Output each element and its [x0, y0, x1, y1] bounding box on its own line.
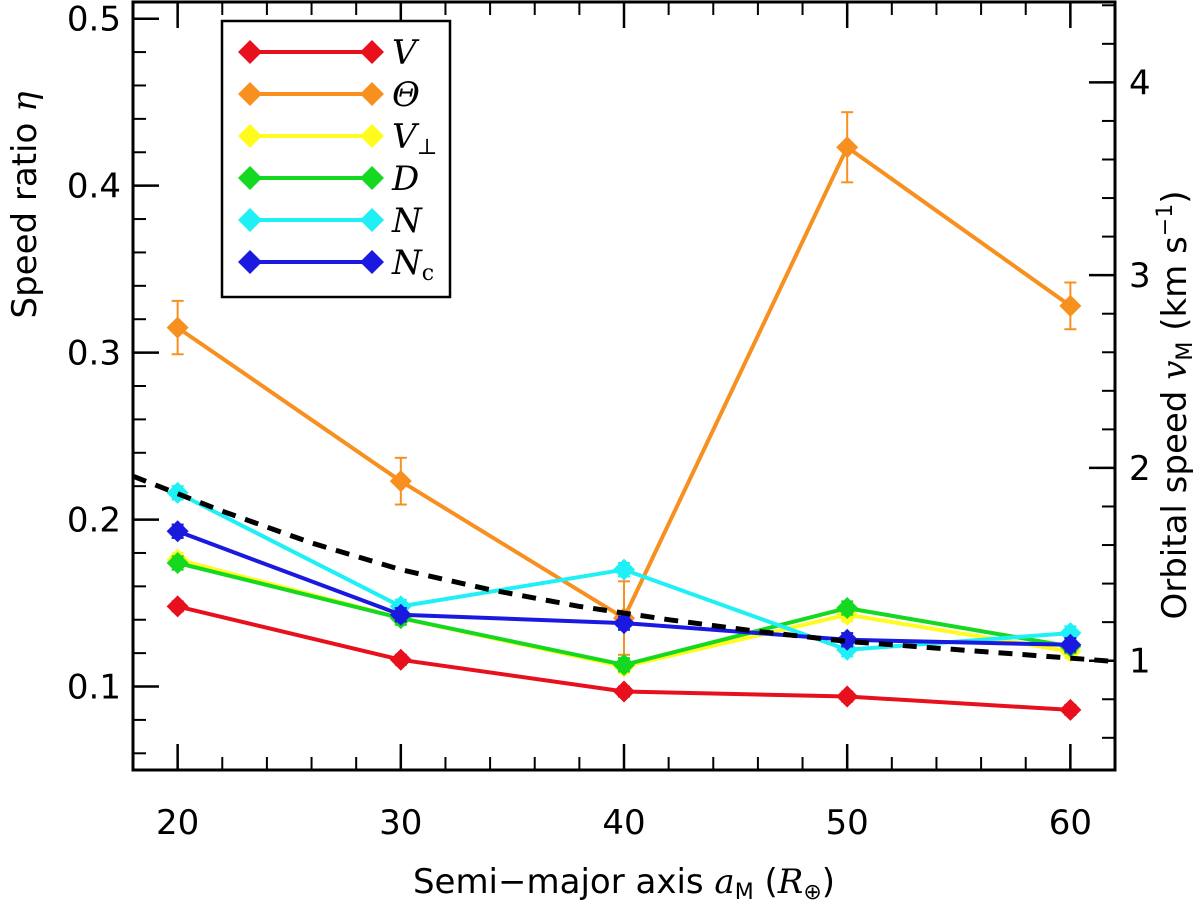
x-tick-label: 40: [602, 803, 645, 843]
x-axis-unit-symbol: R: [777, 862, 804, 902]
y2-tick-label: 1: [1129, 642, 1151, 682]
x-axis-symbol: a: [714, 862, 734, 902]
y2-axis-unit-text: (km s: [1155, 236, 1195, 341]
legend-label: D: [391, 159, 419, 199]
y-tick-label: 0.4: [67, 167, 121, 207]
data-point: [613, 612, 635, 635]
y2-tick-label: 2: [1129, 449, 1151, 489]
series-0: [166, 595, 1082, 721]
y-axis-symbol: η: [5, 91, 45, 112]
y2-axis-title-text: Orbital speed: [1155, 380, 1195, 620]
data-point: [166, 481, 189, 504]
y-tick-label: 0.3: [67, 334, 121, 374]
series-5: [166, 520, 1082, 656]
y2-axis-title: Orbital speed vM (km s−1): [1153, 190, 1198, 619]
x-axis-paren-close: ): [822, 862, 835, 902]
legend-swatch-marker: [360, 124, 384, 148]
legend-swatch-marker: [238, 82, 262, 106]
y-tick-label: 0.5: [67, 0, 121, 40]
data-point: [1059, 294, 1082, 317]
data-point: [166, 595, 189, 618]
major-ticks: [133, 2, 1115, 770]
legend-label-name: V: [392, 117, 420, 157]
legend-label: V: [392, 33, 420, 73]
x-tick-labels: 20 30 40 50 60: [156, 803, 1092, 843]
legend-entry-0: V: [238, 33, 420, 73]
legend-label: Θ: [392, 75, 420, 115]
legend-swatch-marker: [360, 250, 384, 274]
y2-axis-unit-exponent: −1: [1153, 204, 1178, 236]
y-axis-title-text: Speed ratio: [5, 112, 45, 319]
legend-label: V⊥: [392, 117, 437, 160]
y-tick-label: 0.1: [67, 668, 121, 708]
y2-tick-labels: 1 2 3 4: [1129, 63, 1151, 681]
legend-box: [220, 19, 452, 299]
legend-swatch-marker: [238, 166, 262, 190]
x-tick-label: 50: [826, 803, 869, 843]
x-tick-label: 30: [379, 803, 422, 843]
data-point: [836, 628, 859, 651]
legend-entry-5: Nc: [238, 243, 434, 286]
data-point: [166, 316, 189, 339]
x-axis-title-text: Semi−major axis: [413, 862, 714, 902]
x-axis-symbol-subscript: M: [735, 880, 754, 904]
legend-label-name: N: [391, 201, 423, 241]
series-layer: [166, 111, 1082, 721]
data-point: [166, 520, 189, 543]
data-point: [1059, 633, 1082, 656]
y2-axis-symbol: v: [1155, 361, 1195, 380]
x-tick-label: 20: [156, 803, 199, 843]
data-point: [389, 470, 412, 493]
y2-axis-paren-close: ): [1155, 190, 1195, 203]
legend-label: Nc: [391, 243, 434, 286]
legend-label-subscript: ⊥: [417, 135, 438, 160]
data-point: [613, 680, 635, 703]
legend-entry-2: V⊥: [238, 117, 437, 160]
legend-entry-1: Θ: [238, 75, 420, 115]
legend-swatch-marker: [360, 208, 384, 232]
legend-swatch-marker: [238, 250, 262, 274]
data-point: [836, 597, 859, 620]
data-point: [613, 653, 635, 676]
legend-swatch-marker: [238, 124, 262, 148]
data-point: [389, 648, 412, 671]
x-axis-unit-subscript: ⊕: [803, 880, 821, 904]
x-axis-title: Semi−major axis aM (R⊕): [413, 862, 835, 904]
data-point: [836, 136, 859, 159]
legend-label-name: Θ: [392, 75, 420, 115]
data-point: [613, 558, 635, 581]
legend-entry-3: D: [238, 159, 419, 199]
legend-label-name: D: [391, 159, 419, 199]
legend-swatch-marker: [238, 40, 262, 64]
x-axis-paren-open: (: [754, 862, 778, 902]
data-point: [389, 603, 412, 626]
y2-axis-symbol-subscript: M: [1173, 342, 1198, 361]
data-point: [836, 685, 859, 708]
data-point: [166, 551, 189, 574]
y-tick-labels: 0.1 0.2 0.3 0.4 0.5: [67, 0, 121, 708]
legend-label-subscript: c: [422, 261, 434, 286]
legend-label: N: [391, 201, 423, 241]
reference-layer: [132, 473, 1116, 664]
y2-tick-label: 4: [1129, 63, 1151, 103]
legend-swatch-marker: [360, 82, 384, 106]
y-tick-label: 0.2: [67, 501, 121, 541]
legend-entry-4: N: [238, 201, 423, 241]
y2-tick-label: 3: [1129, 256, 1151, 296]
reference-curve: [132, 473, 1116, 664]
y-axis-title: Speed ratio η: [5, 91, 45, 319]
legend-swatch-marker: [360, 166, 384, 190]
legend-label-name: N: [391, 243, 423, 283]
legend-swatch-marker: [360, 40, 384, 64]
x-tick-label: 60: [1049, 803, 1092, 843]
legend-label-name: V: [392, 33, 420, 73]
legend-swatch-marker: [238, 208, 262, 232]
data-point: [1059, 698, 1082, 721]
